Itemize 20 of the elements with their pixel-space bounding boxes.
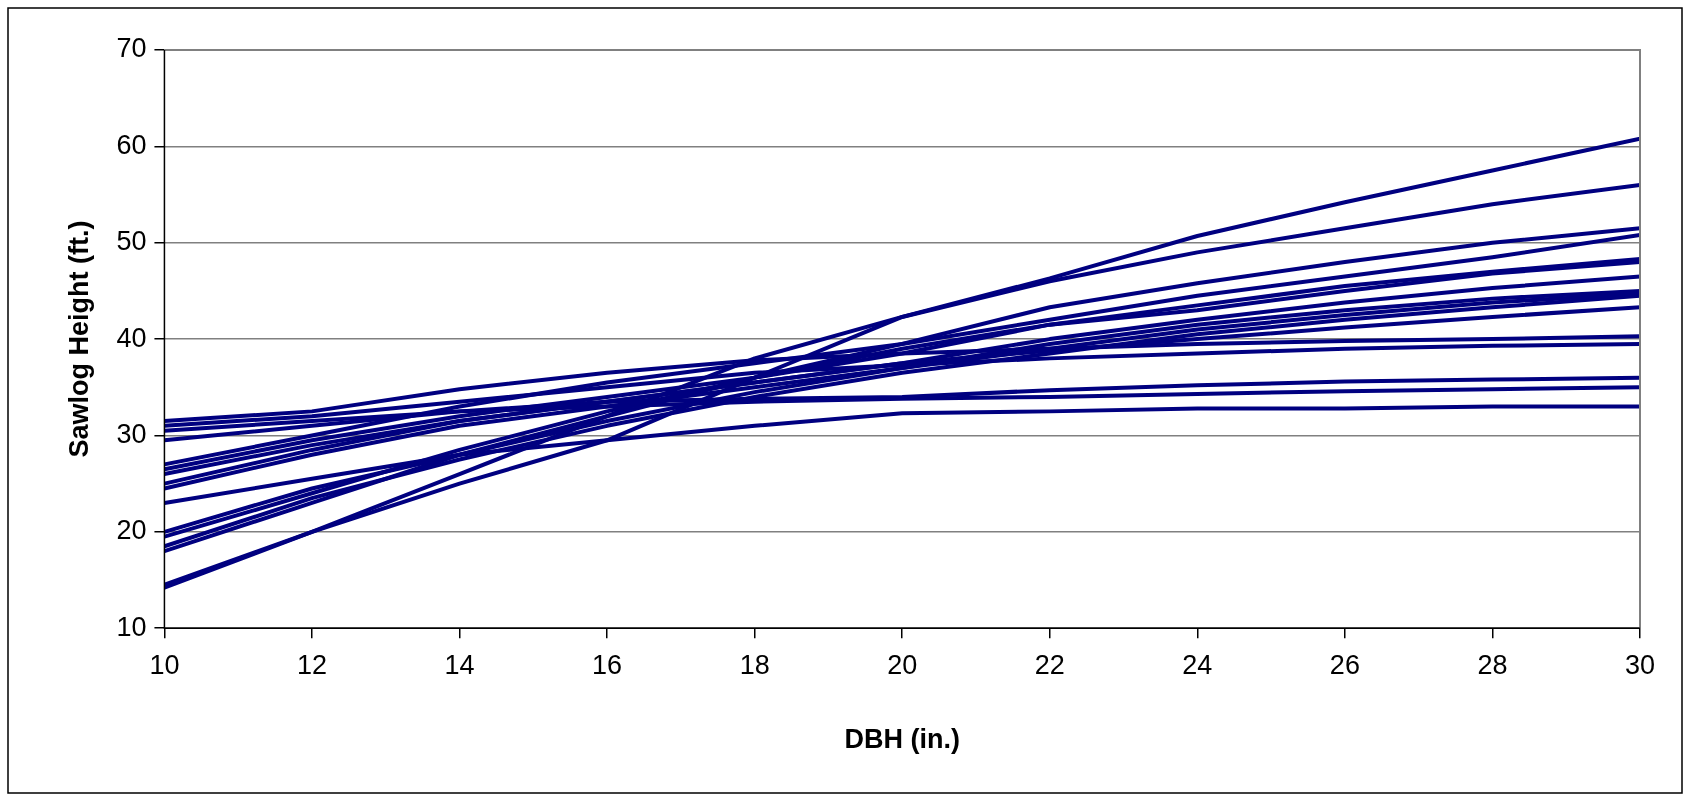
- x-tick-label: 12: [296, 649, 328, 680]
- y-tick-label: 60: [116, 129, 147, 160]
- y-tick-label: 50: [116, 226, 147, 257]
- y-tick-label: 40: [116, 322, 147, 353]
- x-tick-label: 18: [739, 649, 770, 680]
- y-tick-label: 30: [116, 418, 147, 449]
- x-tick-label: 24: [1182, 649, 1213, 680]
- x-tick-label: 14: [444, 649, 475, 680]
- x-tick-label: 16: [592, 649, 623, 680]
- y-tick-label: 20: [116, 515, 147, 546]
- x-axis-title: DBH (in.): [844, 724, 960, 755]
- x-tick-label: 22: [1034, 649, 1065, 680]
- y-tick-label: 10: [116, 611, 147, 642]
- y-tick-label: 70: [116, 33, 147, 64]
- x-tick-label: 10: [149, 649, 180, 680]
- x-tick-label: 20: [887, 649, 918, 680]
- x-tick-label: 30: [1624, 649, 1656, 680]
- x-tick-label: 26: [1329, 649, 1360, 680]
- y-axis-title: Sawlog Height (ft.): [63, 220, 94, 458]
- x-tick-label: 28: [1477, 649, 1508, 680]
